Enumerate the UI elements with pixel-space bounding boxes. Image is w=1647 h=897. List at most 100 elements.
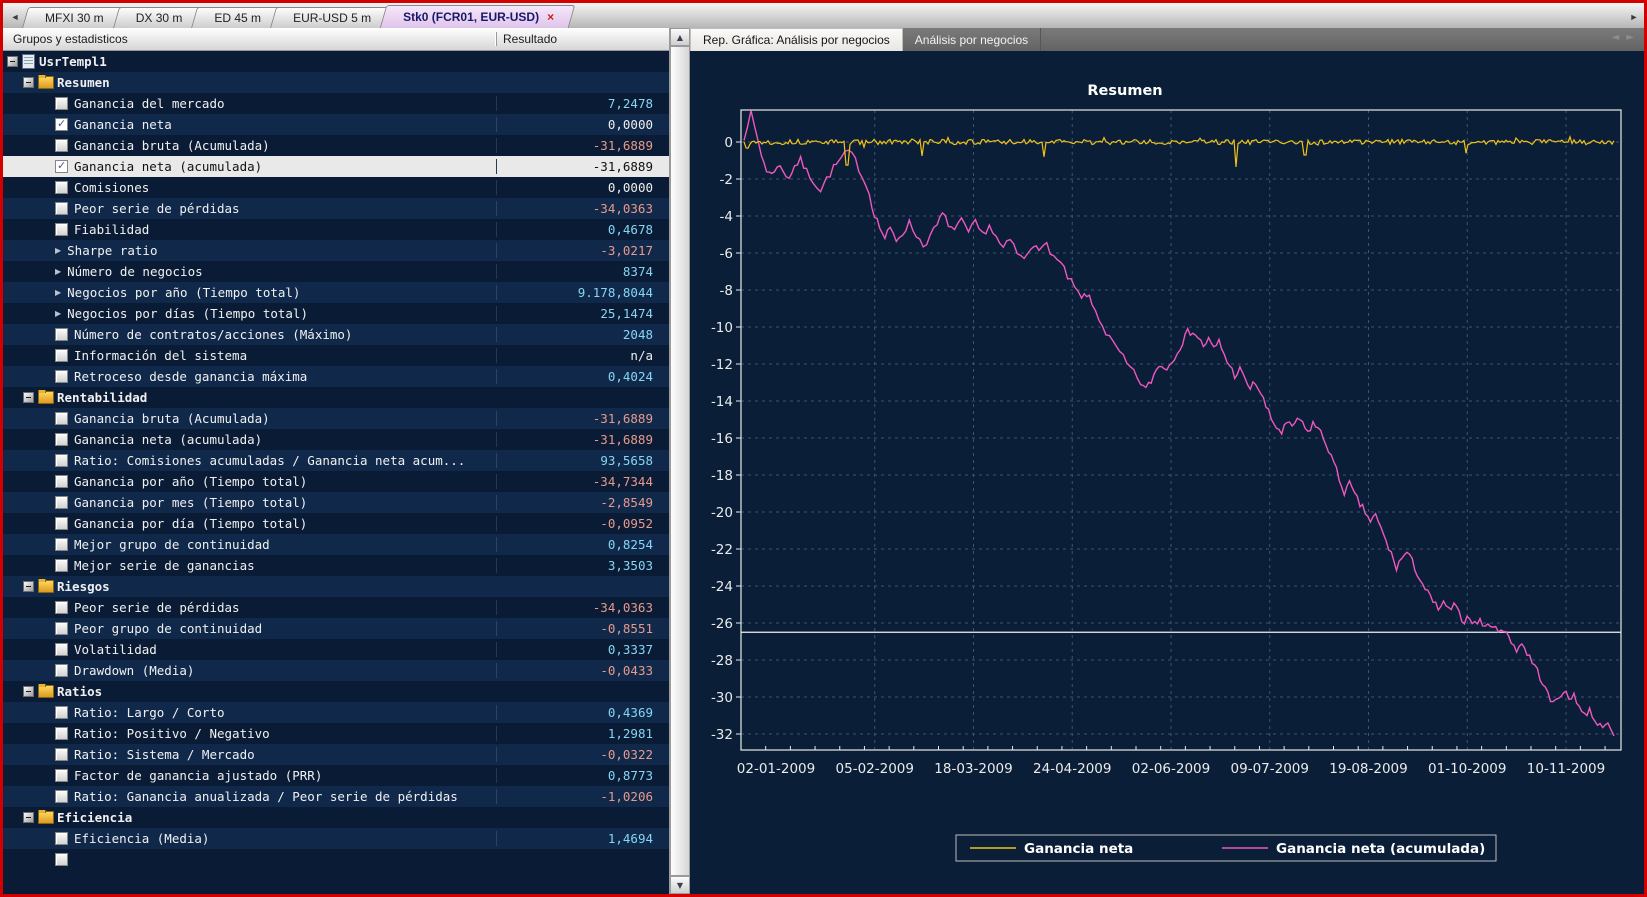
report-tab-2[interactable]: Análisis por negocios <box>903 28 1042 51</box>
checkbox-icon[interactable] <box>55 412 68 425</box>
tree-row-label-cell: Ratio: Ganancia anualizada / Peor serie … <box>3 789 496 804</box>
tree-row-ratio-comisiones-acumuladas-ganancia-neta-acum[interactable]: Ratio: Comisiones acumuladas / Ganancia … <box>3 450 669 471</box>
tab-scroll-right-icon[interactable]: ► <box>1629 12 1639 22</box>
checkbox-icon[interactable] <box>55 202 68 215</box>
tree-row-ganancia-neta[interactable]: Ganancia neta 0,0000 <box>3 114 669 135</box>
checkbox-icon[interactable] <box>55 370 68 383</box>
tree-row-ganancia-del-mercado[interactable]: Ganancia del mercado 7,2478 <box>3 93 669 114</box>
tree-row-ganancia-neta-acumulada[interactable]: Ganancia neta (acumulada) -31,6889 <box>3 156 669 177</box>
checkbox-icon[interactable] <box>55 664 68 677</box>
report-tab-nav-icons[interactable]: ◄ ► <box>1611 32 1636 43</box>
checkbox-icon[interactable] <box>55 832 68 845</box>
checkbox-icon[interactable] <box>55 769 68 782</box>
tree-row-n-mero-de-negocios[interactable]: ▶ Número de negocios 8374 <box>3 261 669 282</box>
tree-row-ganancia-por-a-o-tiempo-total[interactable]: Ganancia por año (Tiempo total) -34,7344 <box>3 471 669 492</box>
template-icon <box>22 54 35 69</box>
checkbox-icon[interactable] <box>55 496 68 509</box>
tree-row-partial[interactable] <box>3 849 669 870</box>
expand-arrow-icon[interactable]: ▶ <box>55 246 62 255</box>
checkbox-checked-icon[interactable] <box>55 159 68 173</box>
tree-row-ratio-ganancia-anualizada-peor-serie-de-p-rdidas[interactable]: Ratio: Ganancia anualizada / Peor serie … <box>3 786 669 807</box>
checkbox-icon[interactable] <box>55 601 68 614</box>
tree-row-comisiones[interactable]: Comisiones 0,0000 <box>3 177 669 198</box>
tree-scrollbar[interactable]: ▲ ▼ <box>669 28 690 894</box>
tree-row-ganancia-por-d-a-tiempo-total[interactable]: Ganancia por día (Tiempo total) -0,0952 <box>3 513 669 534</box>
tree-row-mejor-grupo-de-continuidad[interactable]: Mejor grupo de continuidad 0,8254 <box>3 534 669 555</box>
collapse-minus-icon[interactable] <box>23 686 34 697</box>
column-header-groups[interactable]: Grupos y estadisticos <box>13 32 128 46</box>
tree-row-fiabilidad[interactable]: Fiabilidad 0,4678 <box>3 219 669 240</box>
scrollbar-down-icon[interactable]: ▼ <box>670 876 690 894</box>
tree-row-peor-serie-de-p-rdidas[interactable]: Peor serie de pérdidas -34,0363 <box>3 597 669 618</box>
checkbox-icon[interactable] <box>55 748 68 761</box>
tree-row-ratios[interactable]: Ratios <box>3 681 669 702</box>
checkbox-icon[interactable] <box>55 349 68 362</box>
stat-label: Ratio: Largo / Corto <box>74 705 225 720</box>
tree-row-negocios-por-d-as-tiempo-total[interactable]: ▶ Negocios por días (Tiempo total) 25,1474 <box>3 303 669 324</box>
tree-row-n-mero-de-contratos-acciones-m-ximo[interactable]: Número de contratos/acciones (Máximo) 204… <box>3 324 669 345</box>
tree-row-label-cell: Ganancia por día (Tiempo total) <box>3 516 496 531</box>
checkbox-icon[interactable] <box>55 706 68 719</box>
checkbox-icon[interactable] <box>55 853 68 866</box>
document-tab-3[interactable]: ED 45 m <box>191 7 283 28</box>
document-tab-4[interactable]: EUR-USD 5 m <box>270 7 393 28</box>
tree-row-factor-de-ganancia-ajustado-prr[interactable]: Factor de ganancia ajustado (PRR) 0,8773 <box>3 765 669 786</box>
tree-row-negocios-por-a-o-tiempo-total[interactable]: ▶ Negocios por año (Tiempo total) 9.178,80… <box>3 282 669 303</box>
checkbox-icon[interactable] <box>55 790 68 803</box>
scrollbar-up-icon[interactable]: ▲ <box>670 28 690 46</box>
expand-arrow-icon[interactable]: ▶ <box>55 267 62 276</box>
tree-row-resumen[interactable]: Resumen <box>3 72 669 93</box>
tree-row-ratio-positivo-negativo[interactable]: Ratio: Positivo / Negativo 1,2981 <box>3 723 669 744</box>
document-tab-5[interactable]: Stk0 (FCR01, EUR-USD) × <box>379 5 576 28</box>
checkbox-icon[interactable] <box>55 643 68 656</box>
checkbox-icon[interactable] <box>55 475 68 488</box>
report-tab-1[interactable]: Rep. Gráfica: Análisis por negocios <box>690 28 903 51</box>
document-tab-1[interactable]: MFXI 30 m <box>21 7 125 28</box>
tree-row-eficiencia-media[interactable]: Eficiencia (Media) 1,4694 <box>3 828 669 849</box>
tree-row-sharpe-ratio[interactable]: ▶ Sharpe ratio -3,0217 <box>3 240 669 261</box>
checkbox-icon[interactable] <box>55 139 68 152</box>
tree-row-eficiencia[interactable]: Eficiencia <box>3 807 669 828</box>
tab-scroll-left-icon[interactable]: ◄ <box>10 12 20 22</box>
tree-row-ganancia-neta-acumulada[interactable]: Ganancia neta (acumulada) -31,6889 <box>3 429 669 450</box>
checkbox-checked-icon[interactable] <box>55 117 68 131</box>
tree-row-peor-grupo-de-continuidad[interactable]: Peor grupo de continuidad -0,8551 <box>3 618 669 639</box>
checkbox-icon[interactable] <box>55 97 68 110</box>
tree-row-volatilidad[interactable]: Volatilidad 0,3337 <box>3 639 669 660</box>
checkbox-icon[interactable] <box>55 559 68 572</box>
collapse-minus-icon[interactable] <box>7 56 18 67</box>
tree-row-mejor-serie-de-ganancias[interactable]: Mejor serie de ganancias 3,3503 <box>3 555 669 576</box>
column-header-result[interactable]: Resultado <box>496 32 669 46</box>
checkbox-icon[interactable] <box>55 181 68 194</box>
tree-row-riesgos[interactable]: Riesgos <box>3 576 669 597</box>
tree-row-retroceso-desde-ganancia-m-xima[interactable]: Retroceso desde ganancia máxima 0,4024 <box>3 366 669 387</box>
scrollbar-thumb[interactable] <box>670 46 690 876</box>
collapse-minus-icon[interactable] <box>23 812 34 823</box>
tree-row-drawdown-media[interactable]: Drawdown (Media) -0,0433 <box>3 660 669 681</box>
tree-row-rentabilidad[interactable]: Rentabilidad <box>3 387 669 408</box>
tree-row-label-cell: Peor serie de pérdidas <box>3 600 496 615</box>
checkbox-icon[interactable] <box>55 622 68 635</box>
checkbox-icon[interactable] <box>55 454 68 467</box>
tree-row-ganancia-bruta-acumulada[interactable]: Ganancia bruta (Acumulada) -31,6889 <box>3 408 669 429</box>
collapse-minus-icon[interactable] <box>23 581 34 592</box>
document-tab-2[interactable]: DX 30 m <box>112 7 204 28</box>
collapse-minus-icon[interactable] <box>23 77 34 88</box>
tree-row-informaci-n-del-sistema[interactable]: Información del sistema n/a <box>3 345 669 366</box>
tree-row-ganancia-bruta-acumulada[interactable]: Ganancia bruta (Acumulada) -31,6889 <box>3 135 669 156</box>
checkbox-icon[interactable] <box>55 328 68 341</box>
tree-row-ratio-sistema-mercado[interactable]: Ratio: Sistema / Mercado -0,0322 <box>3 744 669 765</box>
checkbox-icon[interactable] <box>55 517 68 530</box>
expand-arrow-icon[interactable]: ▶ <box>55 309 62 318</box>
tree-row-peor-serie-de-p-rdidas[interactable]: Peor serie de pérdidas -34,0363 <box>3 198 669 219</box>
close-tab-icon[interactable]: × <box>547 9 555 24</box>
tree-row-ganancia-por-mes-tiempo-total[interactable]: Ganancia por mes (Tiempo total) -2,8549 <box>3 492 669 513</box>
tree-row-usrtempl1[interactable]: UsrTempl1 <box>3 51 669 72</box>
expand-arrow-icon[interactable]: ▶ <box>55 288 62 297</box>
checkbox-icon[interactable] <box>55 433 68 446</box>
checkbox-icon[interactable] <box>55 223 68 236</box>
checkbox-icon[interactable] <box>55 727 68 740</box>
tree-row-ratio-largo-corto[interactable]: Ratio: Largo / Corto 0,4369 <box>3 702 669 723</box>
collapse-minus-icon[interactable] <box>23 392 34 403</box>
checkbox-icon[interactable] <box>55 538 68 551</box>
